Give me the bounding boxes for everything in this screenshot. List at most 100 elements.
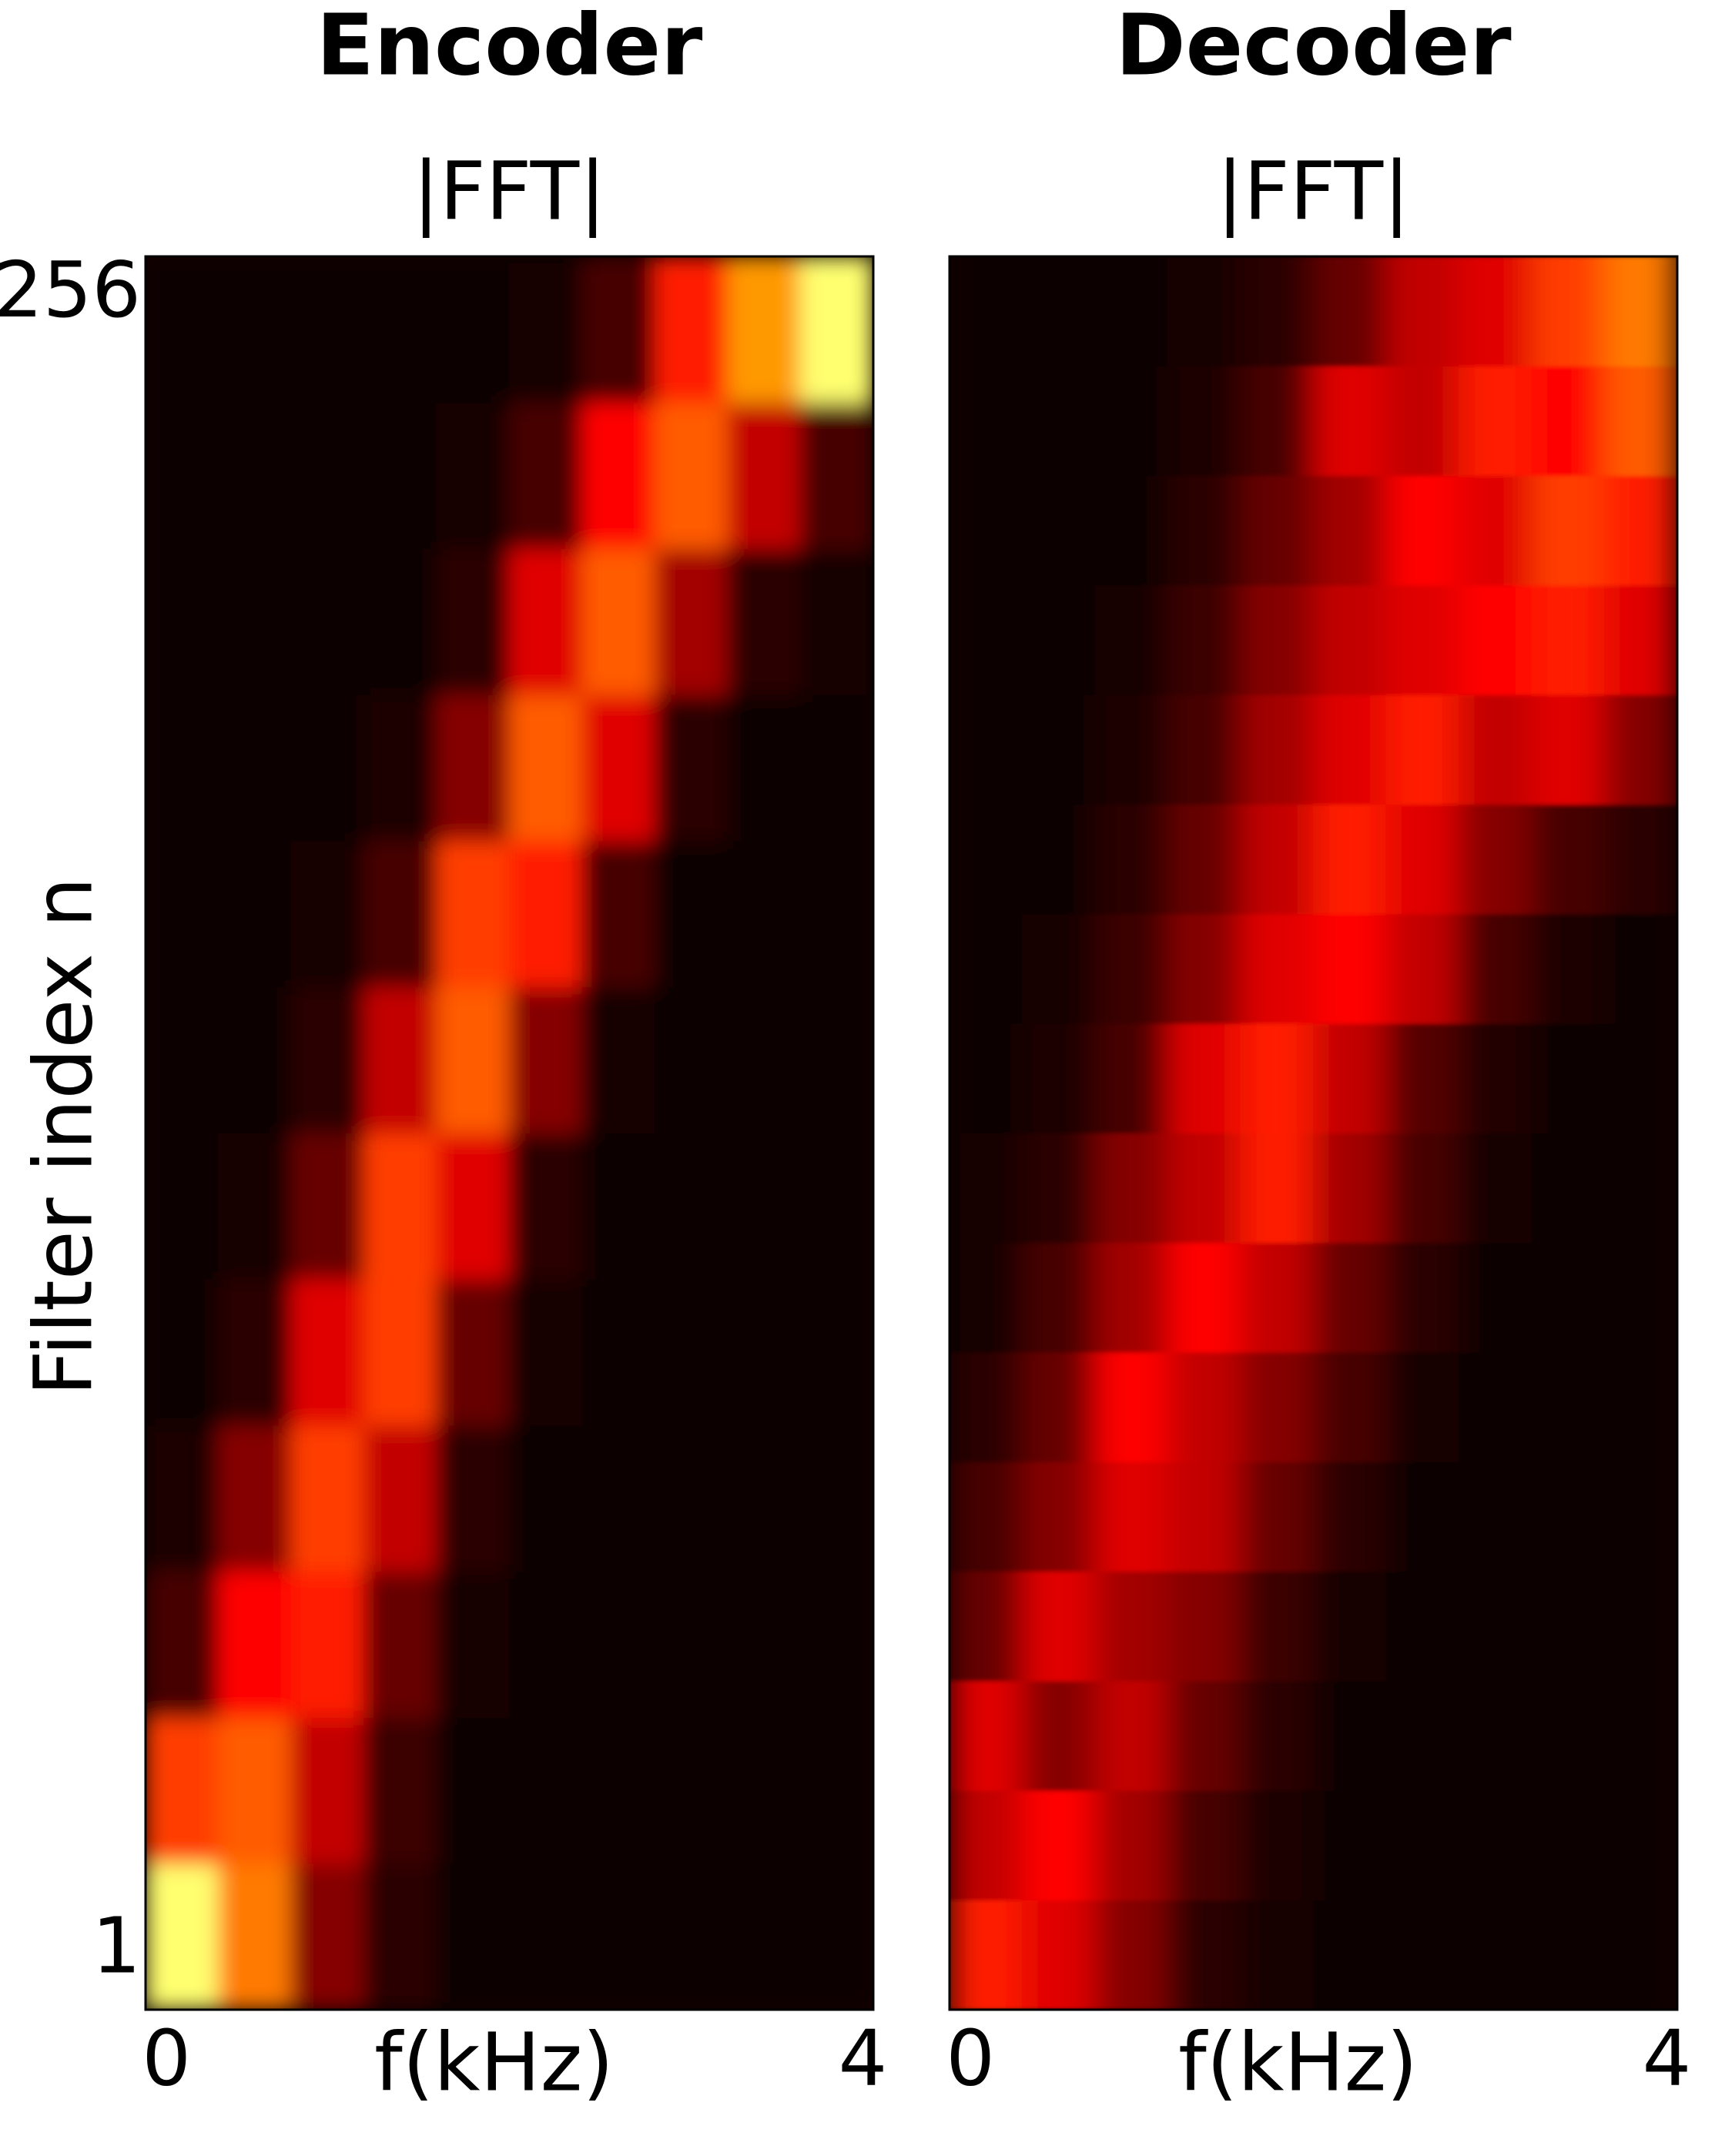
heatmap-cell [1604, 1351, 1677, 1462]
heatmap-cell [146, 1278, 219, 1426]
y-axis-label: Filter index n [16, 877, 110, 1396]
heatmap-cell [655, 840, 729, 988]
heatmap-cell [146, 840, 219, 988]
heatmap-cell [1459, 1242, 1532, 1353]
heatmap-cell [950, 1023, 1023, 1133]
heatmap-cell [655, 1863, 729, 2010]
heatmap-cell [146, 548, 219, 695]
heatmap-cell [1167, 913, 1241, 1024]
heatmap-cell [950, 1133, 1023, 1244]
heatmap-cell [509, 1863, 583, 2010]
heatmap-cell [146, 986, 219, 1133]
heatmap-cell [727, 1133, 801, 1280]
heatmap-cell [1094, 1571, 1168, 1682]
heatmap-cell [218, 1424, 292, 1572]
heatmap-cell [509, 986, 583, 1133]
heatmap-cell [1604, 694, 1677, 805]
heatmap-cell [727, 1717, 801, 1864]
heatmap-cell [363, 1717, 437, 1864]
x-axis-label: f(kHz) [1178, 2015, 1418, 2109]
heatmap-cell [509, 548, 583, 695]
heatmap-cell [1459, 913, 1532, 1024]
heatmap-cell [1531, 1133, 1605, 1244]
heatmap-cell [436, 1133, 510, 1280]
heatmap-cell [1531, 584, 1605, 695]
heatmap-cell [655, 694, 729, 842]
heatmap-cell [800, 694, 873, 842]
heatmap-cell [1459, 475, 1532, 586]
heatmap-cell [1604, 804, 1677, 915]
heatmap-cell [509, 840, 583, 988]
y-tick-label: 256 [0, 245, 141, 335]
heatmap-cell [800, 1424, 873, 1572]
heatmap-cell [950, 1351, 1023, 1462]
heatmap-cells [146, 256, 873, 2010]
x-tick-label: 0 [946, 2013, 995, 2103]
heatmap-cell [1167, 1680, 1241, 1791]
heatmap-cell [218, 1571, 292, 1718]
heatmap-cell [727, 548, 801, 695]
heatmap-cell [363, 1863, 437, 2010]
heatmap-cell [1240, 1242, 1314, 1353]
heatmap-cell [1167, 365, 1241, 477]
heatmap-cell [1167, 804, 1241, 915]
heatmap-cell [950, 1789, 1023, 1901]
heatmap-cell [1385, 1900, 1459, 2010]
heatmap-cell [1167, 1023, 1241, 1133]
heatmap-cell [1459, 694, 1532, 805]
chart-subtitle: |FFT| [1217, 144, 1410, 238]
x-tick-label: 4 [839, 2013, 888, 2103]
heatmap-cell [581, 986, 655, 1133]
heatmap-cell [655, 1424, 729, 1572]
heatmap-cell [363, 256, 437, 403]
heatmap-cell [146, 256, 219, 403]
heatmap-cell [581, 1863, 655, 2010]
heatmap-cell [1094, 694, 1168, 805]
heatmap-cell [363, 694, 437, 842]
heatmap-cell [1240, 1680, 1314, 1791]
heatmap-cell [1094, 1351, 1168, 1462]
heatmap-cell [1240, 365, 1314, 477]
heatmap-cell [509, 1717, 583, 1864]
heatmap-cell [363, 840, 437, 988]
heatmap-cell [1094, 913, 1168, 1024]
heatmap-cell [800, 1133, 873, 1280]
heatmap-cell [1022, 365, 1096, 477]
heatmap-cell [581, 840, 655, 988]
heatmap-cell [1531, 1242, 1605, 1353]
heatmap-cell [1167, 1571, 1241, 1682]
heatmap-cell [1094, 1461, 1168, 1572]
heatmap-cell [363, 1133, 437, 1280]
heatmap-cell [581, 1424, 655, 1572]
heatmap-cell [363, 1424, 437, 1572]
heatmap-cell [1313, 1680, 1387, 1791]
heatmap-cell [290, 694, 364, 842]
heatmap-cell [218, 1278, 292, 1426]
heatmap-cell [1167, 694, 1241, 805]
heatmap-cell [1240, 913, 1314, 1024]
heatmap-cell [1385, 1789, 1459, 1901]
heatmap-cell [581, 1133, 655, 1280]
heatmap-cell [1167, 584, 1241, 695]
heatmap-cell [950, 584, 1023, 695]
heatmap-cell [1604, 1023, 1677, 1133]
heatmap-cell [1313, 584, 1387, 695]
heatmap-cell [1167, 1900, 1241, 2010]
heatmap-cell [436, 1571, 510, 1718]
plot-frame [144, 255, 875, 2011]
heatmap-cell [363, 548, 437, 695]
heatmap-cell [218, 694, 292, 842]
heatmap-cell [1459, 365, 1532, 477]
heatmap-cell [1604, 584, 1677, 695]
heatmap-cell [1240, 1900, 1314, 2010]
heatmap-cell [509, 1424, 583, 1572]
heatmap-cell [218, 840, 292, 988]
heatmap-cell [581, 694, 655, 842]
heatmap-cell [1240, 1571, 1314, 1682]
heatmap-cell [1313, 1900, 1387, 2010]
heatmap-cell [509, 694, 583, 842]
heatmap-cell [800, 840, 873, 988]
heatmap-cell [1531, 256, 1605, 367]
heatmap-cell [218, 256, 292, 403]
